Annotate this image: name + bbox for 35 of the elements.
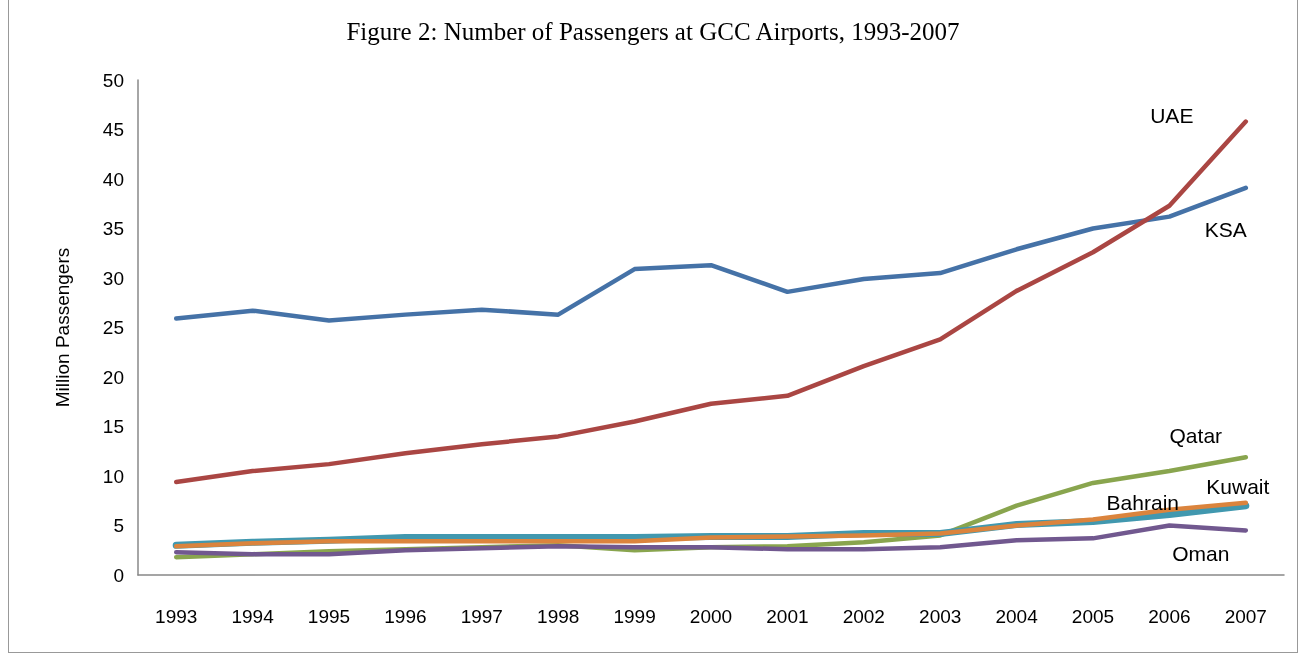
chart-title: Figure 2: Number of Passengers at GCC Airports, 1993-2007 [346, 18, 960, 45]
y-tick-label: 25 [102, 317, 124, 338]
x-tick-label: 2005 [1071, 606, 1115, 627]
y-tick-label: 15 [102, 416, 124, 437]
series-label: Qatar [1169, 423, 1223, 447]
line-series [173, 185, 1249, 323]
x-tick-label: 1999 [613, 606, 656, 627]
series-label: KSA [1204, 218, 1247, 242]
series-label: UAE [1150, 104, 1194, 128]
y-tick-label: 50 [102, 69, 124, 91]
x-tick-label: 1997 [460, 606, 503, 627]
x-tick-label: 2000 [689, 606, 733, 627]
x-tick-label: 2007 [1224, 606, 1267, 627]
x-tick-label: 2003 [919, 606, 962, 627]
x-tick-label: 2002 [842, 606, 885, 627]
y-tick-label: 45 [102, 119, 124, 140]
y-tick-label: 0 [113, 564, 124, 586]
y-tick-label: 5 [113, 515, 124, 536]
y-tick-label: 40 [102, 168, 124, 190]
series-label: Bahrain [1106, 491, 1179, 515]
y-axis-title: Million Passengers [52, 247, 73, 408]
series-label: Oman [1172, 541, 1230, 565]
y-tick-label: 35 [102, 218, 124, 239]
x-tick-label: 1993 [155, 606, 198, 627]
y-tick-label: 10 [102, 465, 124, 487]
series-label: Kuwait [1206, 475, 1270, 499]
x-tick-label: 1998 [537, 606, 580, 627]
x-tick-label: 1996 [384, 606, 427, 627]
x-tick-label: 1995 [307, 606, 351, 627]
x-tick-label: 2006 [1148, 606, 1191, 627]
y-tick-label: 30 [102, 267, 124, 289]
x-tick-label: 2004 [995, 606, 1039, 627]
x-tick-label: 1994 [231, 606, 275, 627]
y-tick-label: 20 [102, 366, 124, 388]
x-tick-label: 2001 [766, 606, 809, 627]
